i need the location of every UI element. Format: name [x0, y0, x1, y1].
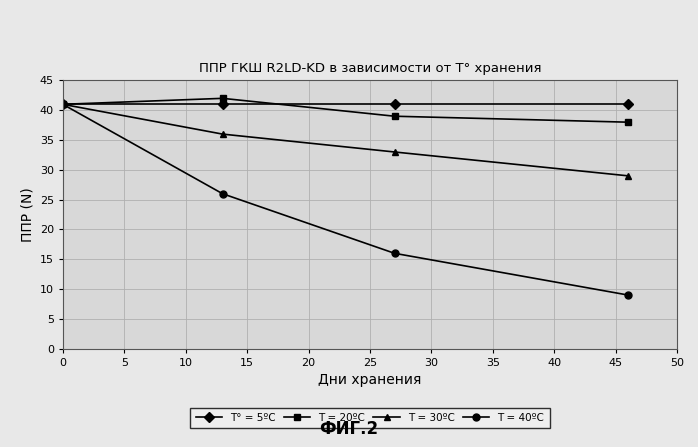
T = 30ºC	[624, 173, 632, 178]
Line: T = 30ºC: T = 30ºC	[59, 101, 632, 179]
Y-axis label: ППР (N): ППР (N)	[20, 187, 34, 242]
T° = 5ºC	[218, 101, 227, 107]
T = 30ºC	[218, 131, 227, 137]
T = 30ºC	[390, 149, 399, 155]
Line: T° = 5ºC: T° = 5ºC	[59, 101, 632, 108]
T = 20ºC	[390, 114, 399, 119]
Text: ФИГ.2: ФИГ.2	[320, 420, 378, 438]
T° = 5ºC	[624, 101, 632, 107]
Legend: T° = 5ºC, T = 20ºC, T = 30ºC, T = 40ºC: T° = 5ºC, T = 20ºC, T = 30ºC, T = 40ºC	[191, 408, 549, 428]
Line: T = 20ºC: T = 20ºC	[59, 95, 632, 126]
T = 40ºC	[390, 251, 399, 256]
T° = 5ºC	[59, 101, 67, 107]
T = 30ºC	[59, 101, 67, 107]
X-axis label: Дни хранения: Дни хранения	[318, 373, 422, 387]
Title: ППР ГКШ R2LD-KD в зависимости от T° хранения: ППР ГКШ R2LD-KD в зависимости от T° хран…	[199, 62, 541, 75]
T° = 5ºC	[390, 101, 399, 107]
Line: T = 40ºC: T = 40ºC	[59, 101, 632, 299]
T = 40ºC	[218, 191, 227, 196]
T = 20ºC	[59, 101, 67, 107]
T = 20ºC	[624, 119, 632, 125]
T = 40ºC	[624, 292, 632, 298]
T = 40ºC	[59, 101, 67, 107]
T = 20ºC	[218, 96, 227, 101]
